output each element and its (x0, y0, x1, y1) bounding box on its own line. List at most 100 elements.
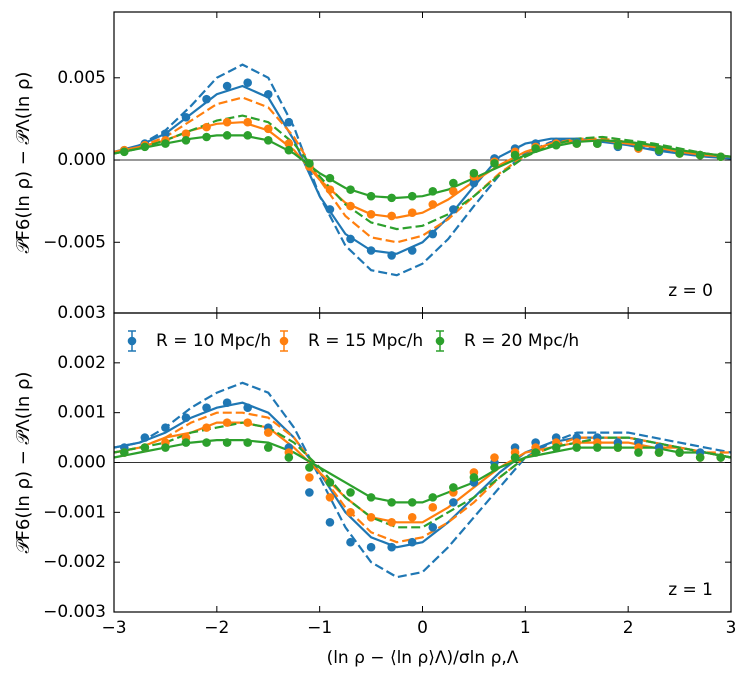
data-point (243, 438, 252, 447)
data-point (222, 398, 232, 408)
data-point (407, 208, 417, 217)
y-tick-label: −0.001 (43, 502, 106, 522)
y-axis-label: 𝒫F6(ln ρ) − 𝒫Λ(ln ρ) (13, 372, 34, 554)
data-point (325, 173, 335, 183)
data-point (407, 498, 417, 507)
data-point (161, 423, 170, 432)
data-point (181, 129, 191, 139)
data-point (181, 413, 191, 422)
data-point (346, 488, 355, 497)
annotation: z = 0 (668, 281, 713, 301)
data-point (119, 448, 129, 457)
x-tick-label: −1 (307, 618, 332, 638)
data-point (222, 418, 232, 427)
dashed-curve (113, 381, 732, 579)
data-point (202, 122, 211, 132)
data-point (366, 513, 376, 522)
data-point (263, 428, 273, 437)
y-tick-label: 0.001 (57, 403, 106, 423)
data-point (428, 229, 438, 239)
data-point (222, 81, 232, 91)
dashed-curve (113, 114, 732, 231)
annotation: z = 1 (668, 580, 713, 600)
y-tick-label: 0.005 (57, 68, 106, 88)
x-tick-label: 2 (623, 618, 634, 638)
x-tick-label: 1 (520, 618, 531, 638)
data-point (346, 185, 355, 194)
axes-frame (113, 312, 732, 613)
data-point (510, 150, 520, 160)
data-point (469, 473, 479, 482)
data-point (593, 139, 602, 148)
data-point (428, 186, 438, 196)
data-point (428, 200, 438, 209)
data-point (387, 211, 396, 221)
data-point (346, 234, 355, 244)
solid-curve (113, 421, 732, 524)
legend-label: R = 20 Mpc/h (464, 331, 579, 351)
data-point (387, 251, 396, 260)
data-point (449, 178, 458, 188)
legend-marker (127, 336, 137, 346)
y-tick-label: 0.000 (57, 150, 106, 170)
data-point (716, 152, 726, 162)
data-point (161, 443, 170, 452)
data-point (490, 453, 499, 462)
data-point (613, 443, 623, 452)
data-point (387, 518, 396, 527)
data-point (346, 508, 355, 517)
data-point (119, 147, 129, 157)
x-axis-label: (ln ρ − ⟨ln ρ⟩Λ)/σln ρ,Λ (327, 648, 519, 668)
data-point (572, 139, 582, 148)
data-point (202, 438, 211, 447)
data-point (181, 135, 191, 145)
dashed-curve (113, 421, 732, 529)
data-point (407, 537, 417, 547)
data-point (366, 191, 376, 201)
solid-curve (113, 84, 732, 255)
legend-label: R = 10 Mpc/h (156, 331, 271, 351)
solid-curve (113, 439, 732, 504)
data-point (634, 448, 643, 457)
data-point (593, 443, 602, 452)
data-point (428, 503, 438, 512)
x-tick-label: −2 (204, 618, 229, 638)
y-tick-label: −0.002 (43, 552, 106, 572)
data-point (305, 463, 314, 472)
data-point (305, 488, 314, 497)
data-point (140, 142, 150, 152)
y-tick-label: −0.003 (43, 602, 106, 622)
x-tick-label: 0 (417, 618, 428, 638)
data-point (675, 149, 684, 158)
data-point (613, 140, 623, 150)
data-point (284, 145, 294, 155)
solid-curve (113, 121, 732, 219)
data-point (387, 193, 396, 203)
data-point (510, 453, 520, 462)
data-point (140, 443, 150, 452)
data-point (654, 448, 664, 457)
data-point (263, 135, 273, 145)
data-point (449, 498, 458, 507)
data-point (222, 438, 232, 447)
data-point (243, 131, 252, 140)
dashed-curve (113, 411, 731, 544)
data-point (325, 478, 335, 487)
data-point (366, 493, 376, 502)
data-point (428, 522, 438, 532)
data-point (572, 443, 582, 452)
data-point (449, 205, 458, 214)
data-point (284, 117, 294, 127)
data-point (387, 542, 396, 552)
data-point (325, 493, 335, 502)
data-point (490, 159, 499, 168)
data-point (366, 210, 376, 219)
data-point (243, 418, 252, 427)
data-point (366, 542, 376, 552)
data-point (202, 94, 211, 104)
y-tick-label: 0.000 (57, 453, 106, 473)
data-point (695, 453, 705, 462)
data-point (346, 537, 355, 547)
data-point (161, 129, 170, 139)
